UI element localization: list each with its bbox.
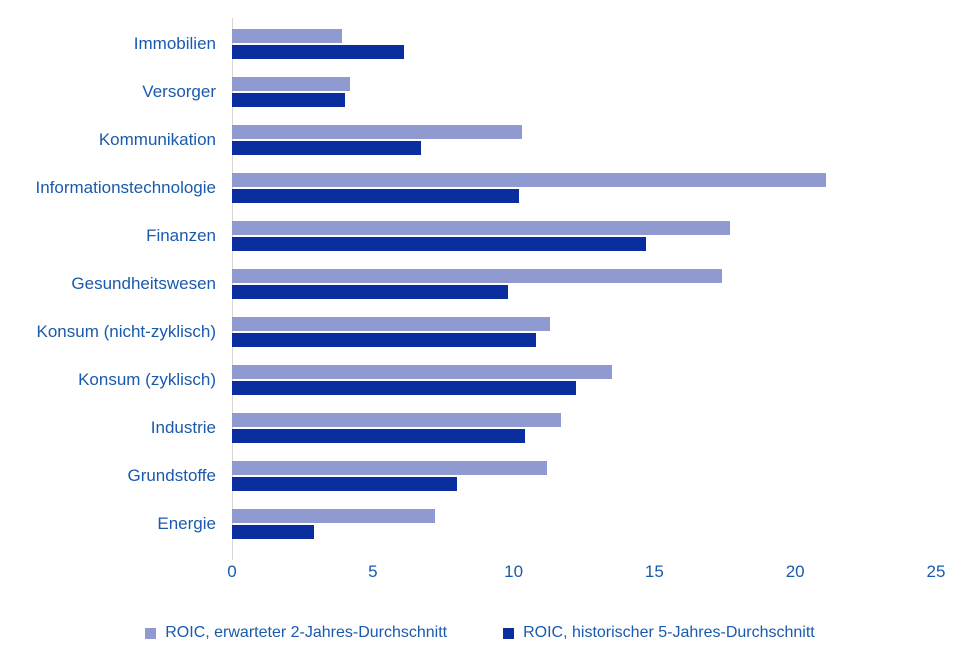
bar-group	[232, 500, 936, 548]
chart-row: Versorger	[0, 68, 936, 116]
bar-historical-5y	[232, 285, 508, 299]
bar-expected-2y	[232, 509, 435, 523]
bar-expected-2y	[232, 77, 351, 91]
bar-historical-5y	[232, 477, 458, 491]
bar-historical-5y	[232, 429, 525, 443]
category-label: Industrie	[150, 418, 216, 437]
chart-row: Kommunikation	[0, 116, 936, 164]
chart-row: Gesundheitswesen	[0, 260, 936, 308]
bar-expected-2y	[232, 125, 523, 139]
x-axis-tick-labels: 0 5 10 15 20 25	[227, 562, 945, 584]
bar-historical-5y	[232, 525, 314, 539]
x-tick-label: 0	[227, 562, 237, 581]
bar-expected-2y	[232, 269, 722, 283]
bar-group	[232, 260, 936, 308]
bar-historical-5y	[232, 381, 576, 395]
bar-historical-5y	[232, 141, 421, 155]
category-label: Kommunikation	[98, 130, 216, 149]
chart-row: Konsum (nicht-zyklisch)	[0, 308, 936, 356]
chart-row: Industrie	[0, 404, 936, 452]
bar-expected-2y	[232, 461, 548, 475]
chart-rows: Immobilien Versorger Kommunikation Informat…	[0, 20, 936, 548]
bar-group	[232, 212, 936, 260]
bar-group	[232, 68, 936, 116]
bar-expected-2y	[232, 365, 613, 379]
legend-label-expected: ROIC, erwarteter 2-Jahres-Durchschnitt	[165, 624, 448, 641]
category-label: Konsum (zyklisch)	[78, 370, 216, 389]
legend-marker-expected-icon	[145, 627, 157, 639]
category-label: Grundstoffe	[127, 466, 216, 485]
category-label: Versorger	[142, 82, 216, 101]
legend-item-historical: ROIC, historischer 5-Jahres-Durchschnitt	[503, 624, 815, 642]
category-label: Immobilien	[133, 34, 216, 53]
bar-group	[232, 404, 936, 452]
bar-historical-5y	[232, 237, 646, 251]
bar-expected-2y	[232, 29, 342, 43]
bar-historical-5y	[232, 189, 520, 203]
category-label: Finanzen	[146, 226, 216, 245]
legend: ROIC, erwarteter 2-Jahres-Durchschnitt R…	[0, 624, 960, 642]
bar-expected-2y	[232, 221, 731, 235]
bar-expected-2y	[232, 317, 551, 331]
legend-marker-historical-icon	[503, 627, 515, 639]
bar-historical-5y	[232, 93, 345, 107]
x-tick-label: 10	[504, 562, 524, 581]
legend-item-expected: ROIC, erwarteter 2-Jahres-Durchschnitt	[145, 624, 447, 642]
x-tick-label: 25	[926, 562, 946, 581]
chart-row: Immobilien	[0, 20, 936, 68]
chart-row: Grundstoffe	[0, 452, 936, 500]
category-label: Gesundheitswesen	[71, 274, 216, 293]
legend-label-historical: ROIC, historischer 5-Jahres-Durchschnitt	[523, 624, 815, 641]
chart-row: Energie	[0, 500, 936, 548]
bar-group	[232, 116, 936, 164]
bar-group	[232, 308, 936, 356]
bar-historical-5y	[232, 45, 404, 59]
x-tick-label: 5	[368, 562, 378, 581]
bar-group	[232, 452, 936, 500]
x-tick-label: 15	[644, 562, 664, 581]
chart-row: Finanzen	[0, 212, 936, 260]
bar-historical-5y	[232, 333, 537, 347]
bar-expected-2y	[232, 173, 827, 187]
x-tick-label: 20	[785, 562, 805, 581]
category-label: Konsum (nicht-zyklisch)	[36, 322, 217, 341]
bar-group	[232, 356, 936, 404]
category-label: Informationstechnologie	[35, 178, 216, 197]
category-label: Energie	[157, 514, 216, 533]
bar-expected-2y	[232, 413, 562, 427]
bar-group	[232, 20, 936, 68]
chart-row: Informationstechnologie	[0, 164, 936, 212]
bar-group	[232, 164, 936, 212]
chart-row: Konsum (zyklisch)	[0, 356, 936, 404]
